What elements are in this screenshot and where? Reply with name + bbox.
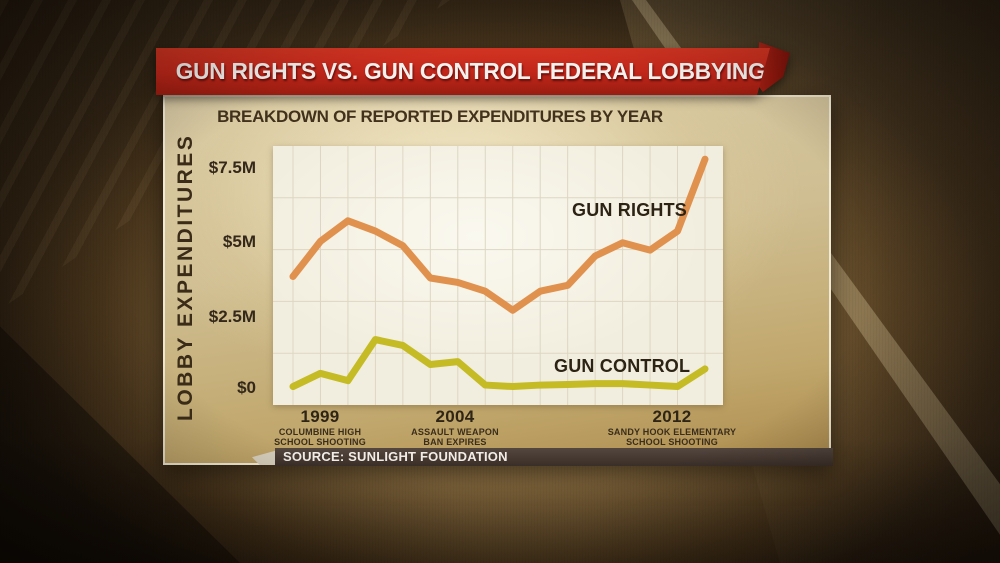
tv-graphic: GUN RIGHTS VS. GUN CONTROL FEDERAL LOBBY… [0, 0, 1000, 563]
vignette-overlay [0, 0, 1000, 563]
